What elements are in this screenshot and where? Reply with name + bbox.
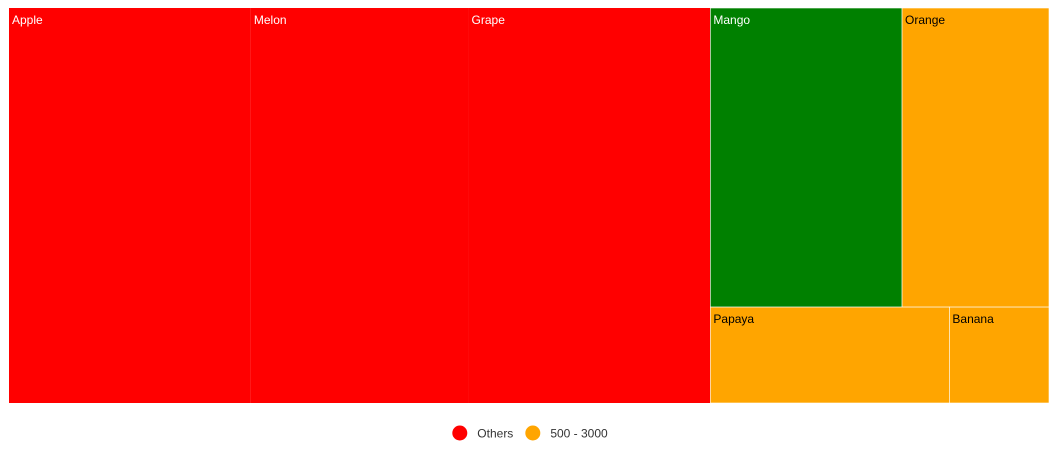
tile-papaya[interactable] bbox=[710, 306, 950, 404]
legend-marker-500-3000[interactable] bbox=[525, 425, 541, 441]
legend: Others 500 - 3000 bbox=[452, 425, 608, 441]
tile-label-apple: Apple bbox=[12, 13, 43, 27]
tile-label-banana: Banana bbox=[952, 312, 994, 326]
tile-grape[interactable] bbox=[468, 8, 711, 403]
tile-mango[interactable] bbox=[710, 7, 903, 308]
tile-melon[interactable] bbox=[250, 8, 469, 403]
tile-label-orange: Orange bbox=[905, 13, 945, 27]
tile-apple[interactable] bbox=[9, 8, 251, 403]
tile-banana[interactable] bbox=[949, 306, 1050, 404]
tile-orange[interactable] bbox=[901, 7, 1050, 308]
tile-label-papaya: Papaya bbox=[713, 312, 754, 326]
tile-label-grape: Grape bbox=[472, 13, 506, 27]
legend-marker-others[interactable] bbox=[452, 425, 468, 441]
legend-label-500-3000[interactable]: 500 - 3000 bbox=[550, 427, 608, 441]
treemap-tiles bbox=[9, 7, 1050, 404]
tile-label-melon: Melon bbox=[254, 13, 287, 27]
treemap-labels: Apple Melon Grape Mango Orange Papaya Banana bbox=[12, 13, 994, 326]
legend-label-others[interactable]: Others bbox=[477, 427, 513, 441]
tile-label-mango: Mango bbox=[713, 13, 750, 27]
